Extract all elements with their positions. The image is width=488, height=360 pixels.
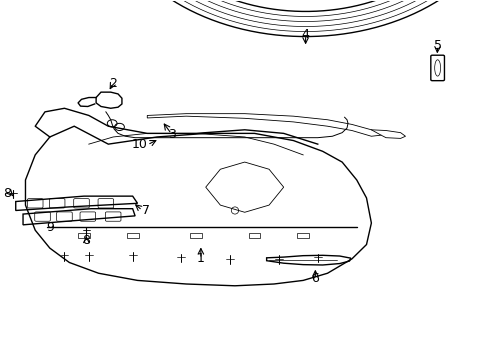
Text: 7: 7	[142, 204, 150, 217]
Bar	[297, 233, 308, 238]
Text: 8: 8	[82, 234, 90, 247]
Text: 4: 4	[301, 28, 309, 41]
Text: 5: 5	[433, 39, 441, 52]
Bar	[78, 233, 90, 238]
Text: 8: 8	[3, 187, 11, 200]
Bar	[248, 233, 260, 238]
Text: 3: 3	[167, 127, 175, 141]
Text: 1: 1	[197, 252, 204, 265]
Text: 6: 6	[311, 272, 319, 285]
Bar	[190, 233, 202, 238]
Text: 9: 9	[46, 221, 54, 234]
Text: 2: 2	[109, 77, 117, 90]
Text: 10: 10	[131, 138, 147, 151]
Bar	[126, 233, 138, 238]
